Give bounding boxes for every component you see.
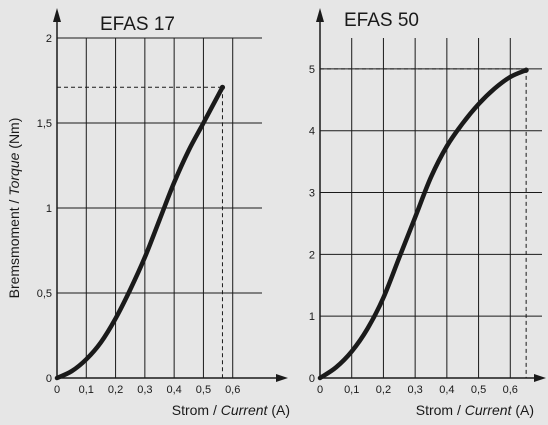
y-tick-label: 1,5: [37, 118, 52, 130]
y-tick-label: 2: [309, 249, 315, 261]
x-tick-label: 0,1: [344, 384, 359, 396]
y-tick-label: 0,5: [37, 288, 52, 300]
series-end-point: [523, 67, 529, 73]
x-axis-label: Strom / Current (A): [172, 402, 290, 418]
x-tick-label: 0,2: [376, 384, 391, 396]
y-axis-arrow: [53, 8, 61, 22]
x-axis-arrow: [534, 374, 546, 382]
x-axis-label-unit: (A): [511, 402, 534, 418]
x-tick-label: 0,3: [137, 384, 152, 396]
efas17-title: EFAS 17: [100, 14, 175, 35]
series-line: [317, 67, 529, 381]
y-tick-label: 3: [309, 188, 315, 200]
x-tick-label: 0,2: [108, 384, 123, 396]
y-tick-label: 2: [46, 33, 52, 45]
x-tick-label: 0,6: [225, 384, 240, 396]
y-tick-label: 4: [309, 126, 315, 138]
x-tick-label: 0,4: [166, 384, 181, 396]
x-axis-label-sep: /: [209, 402, 221, 418]
x-tick-label: 0,1: [79, 384, 94, 396]
y-axis-label-translation: Torque: [6, 152, 22, 195]
y-tick-label: 0: [309, 373, 315, 385]
x-tick-label: 0: [317, 384, 323, 396]
y-axis-arrow: [316, 8, 324, 22]
x-axis-label-main: Strom: [172, 402, 209, 418]
x-axis-label-main: Strom: [416, 402, 453, 418]
series-end-point: [219, 84, 226, 90]
x-tick-label: 0,3: [407, 384, 422, 396]
x-axis-label-unit: (A): [267, 402, 290, 418]
x-tick-label: 0,4: [439, 384, 454, 396]
y-tick-label: 0: [46, 373, 52, 385]
x-axis-label: Strom / Current (A): [416, 402, 534, 418]
x-axis-label-sep: /: [453, 402, 465, 418]
efas50-title: EFAS 50: [344, 10, 419, 31]
efas17-chart: 0 0,1 0,2 0,3 0,4 0,5 0,6 0 0,5 1 1,5 2 EFAS 17 Strom…: [37, 8, 290, 418]
efas50-chart: 0 0,1 0,2 0,3 0,4 0,5 0,6 0 1 2 3 4 5 EFAS 50 Strom / …: [309, 8, 546, 418]
y-axis-label-main: Bremsmoment: [6, 207, 22, 298]
y-axis-label: Bremsmoment / Torque (Nm): [6, 118, 22, 299]
y-tick-label: 1: [46, 203, 52, 215]
x-axis-arrow: [276, 374, 288, 382]
y-axis-label-unit: (Nm): [6, 118, 22, 153]
y-tick-label: 5: [309, 64, 315, 76]
series-line: [54, 85, 225, 381]
x-axis-label-italic: Current: [221, 402, 269, 418]
x-tick-label: 0,5: [196, 384, 211, 396]
x-tick-label: 0,6: [503, 384, 518, 396]
x-tick-label: 0,5: [471, 384, 486, 396]
x-tick-label: 0: [54, 384, 60, 396]
x-axis-label-italic: Current: [465, 402, 513, 418]
y-axis-label-separator: /: [6, 196, 22, 208]
y-tick-label: 1: [309, 311, 315, 323]
